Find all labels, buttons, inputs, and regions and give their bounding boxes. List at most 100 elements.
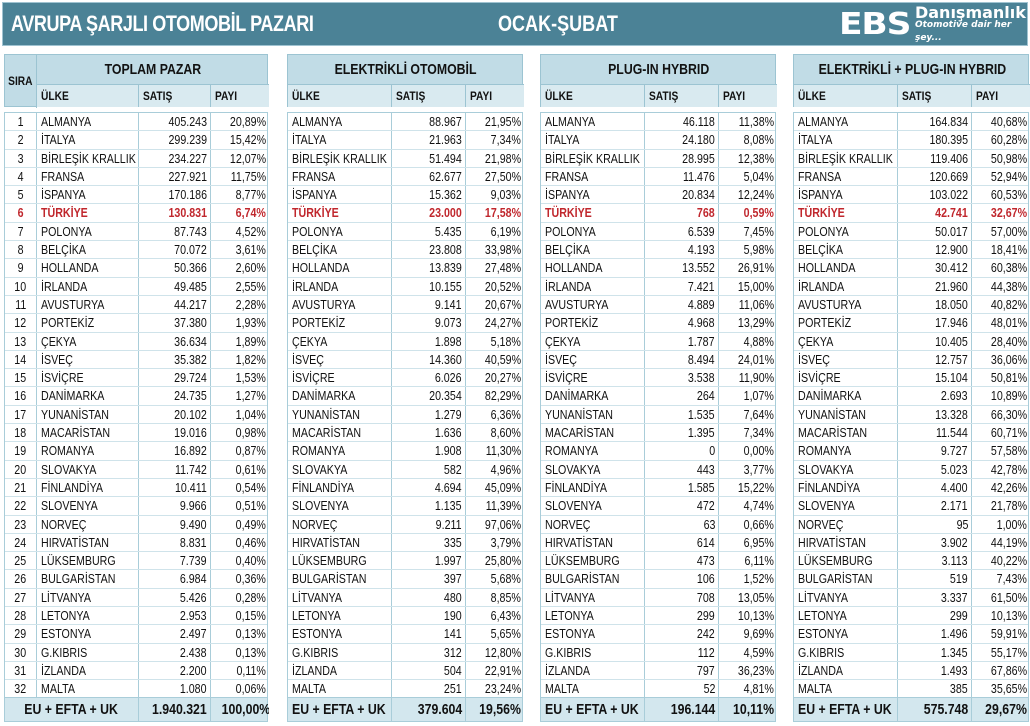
sales-value: 19.016 xyxy=(174,425,207,441)
table-row: 3 BİRLEŞİK KRALLIK 234.227 12,07% xyxy=(5,149,267,168)
sales-value: 106 xyxy=(697,571,715,587)
share-value: 36,23% xyxy=(737,662,774,678)
sales-cell: 15.104 xyxy=(898,369,972,387)
share-value: 40,59% xyxy=(484,351,521,367)
country-cell: NORVEÇ xyxy=(288,515,392,533)
country-value: ROMANYA xyxy=(41,443,95,459)
section-title: TOPLAM PAZAR xyxy=(37,55,269,85)
sales-cell: 264 xyxy=(645,387,719,405)
share-value: 0,87% xyxy=(235,443,266,459)
sales-value: 8.494 xyxy=(688,351,715,367)
share-value: 11,38% xyxy=(738,114,774,129)
country-value: HIRVATİSTAN xyxy=(41,534,109,550)
data-rows: ALMANYA 164.834 40,68% İTALYA 180.395 60,28% B… xyxy=(793,112,1029,700)
table-row: 13 ÇEKYA 36.634 1,89% xyxy=(5,332,267,351)
sales-cell: 21.963 xyxy=(392,131,466,149)
rank-value: 31 xyxy=(14,662,27,678)
share-value: 26,91% xyxy=(737,260,774,276)
share-value: 55,17% xyxy=(990,644,1027,660)
country-value: İSVEÇ xyxy=(798,351,830,367)
country-value: LÜKSEMBURG xyxy=(798,553,873,569)
rank-value: 6 xyxy=(17,205,24,221)
rank-cell: 24 xyxy=(5,533,37,552)
sales-cell: 1.585 xyxy=(645,478,719,497)
sales-value: 170.186 xyxy=(168,187,207,203)
country-cell: HIRVATİSTAN xyxy=(288,533,392,552)
country-value: İSPANYA xyxy=(41,187,86,203)
table-row: İSPANYA 15.362 9,03% xyxy=(288,186,522,205)
share-cell: 44,38% xyxy=(972,278,1030,295)
share-value: 5,65% xyxy=(490,626,521,642)
share-cell: 4,88% xyxy=(719,333,777,350)
column-header-country: ÜLKE xyxy=(794,85,898,107)
sales-value: 24.735 xyxy=(174,388,207,404)
country-cell: HOLLANDA xyxy=(288,259,392,277)
country-value: İSVEÇ xyxy=(292,351,324,367)
sales-cell: 10.411 xyxy=(139,478,211,497)
share-value: 2,60% xyxy=(235,260,266,276)
share-value: 40,82% xyxy=(990,296,1027,312)
share-value: 8,77% xyxy=(235,187,266,203)
country-value: İTALYA xyxy=(41,132,76,148)
table-row: ÇEKYA 1.787 4,88% xyxy=(541,332,777,351)
country-value: BELÇİKA xyxy=(545,242,591,258)
table-row: 21 FİNLANDİYA 10.411 0,54% xyxy=(5,478,267,498)
country-value: ROMANYA xyxy=(545,443,599,459)
period-label: OCAK-ŞUBAT xyxy=(498,11,618,36)
share-cell: 2,60% xyxy=(211,259,269,276)
rank-cell: 32 xyxy=(5,680,37,699)
logo-slogan: Otomotive dair her şey... xyxy=(914,19,1012,43)
share-cell: 1,00% xyxy=(972,516,1030,533)
rank-value: 4 xyxy=(17,168,24,184)
column-header-label: ÜLKE xyxy=(41,89,69,103)
share-cell: 22,91% xyxy=(466,662,524,679)
sales-value: 23.000 xyxy=(429,205,462,221)
share-cell: 33,98% xyxy=(466,241,524,258)
rank-cell: 21 xyxy=(5,478,37,497)
share-value: 12,24% xyxy=(737,187,774,203)
sales-cell: 8.831 xyxy=(139,533,211,552)
sales-value: 164.834 xyxy=(929,114,968,129)
share-value: 8,08% xyxy=(743,132,774,148)
share-value: 5,68% xyxy=(490,571,521,587)
sales-cell: 4.889 xyxy=(645,295,719,314)
share-value: 22,91% xyxy=(484,662,521,678)
country-cell: DANİMARKA xyxy=(541,387,645,405)
sales-cell: 473 xyxy=(645,552,719,570)
column-header-label: ÜLKE xyxy=(545,89,573,103)
country-cell: ESTONYA xyxy=(37,625,139,643)
country-value: İTALYA xyxy=(798,132,833,148)
rank-value: 27 xyxy=(14,589,27,605)
table-row: POLONYA 50.017 57,00% xyxy=(794,222,1028,242)
rank-value: 24 xyxy=(14,534,27,550)
section-title-label: ELEKTRİKLİ OTOMOBİL xyxy=(335,61,477,78)
sales-cell: 4.193 xyxy=(645,241,719,259)
table-row: SLOVAKYA 5.023 42,78% xyxy=(794,460,1028,479)
sales-value: 251 xyxy=(444,681,462,697)
country-cell: SLOVAKYA xyxy=(37,460,139,478)
share-value: 97,06% xyxy=(484,516,521,532)
rank-cell: 8 xyxy=(5,241,37,259)
share-cell: 7,45% xyxy=(719,223,777,240)
table-row: SLOVENYA 2.171 21,78% xyxy=(794,497,1028,516)
country-value: ÇEKYA xyxy=(292,333,328,349)
share-cell: 20,67% xyxy=(466,296,524,313)
rank-cell: 28 xyxy=(5,607,37,625)
share-cell: 4,96% xyxy=(466,461,524,478)
sales-value: 88.967 xyxy=(429,114,462,129)
share-value: 4,59% xyxy=(743,644,774,660)
country-cell: İSPANYA xyxy=(288,186,392,204)
sales-cell: 2.497 xyxy=(139,625,211,643)
country-cell: BİRLEŞİK KRALLIK xyxy=(37,149,139,167)
share-cell: 2,55% xyxy=(211,278,269,295)
sales-cell: 2.171 xyxy=(898,497,972,515)
sales-cell: 2.693 xyxy=(898,387,972,405)
share-value: 12,38% xyxy=(737,150,774,166)
country-value: PORTEKİZ xyxy=(545,315,599,331)
share-cell: 45,09% xyxy=(466,479,524,496)
sales-value: 29.724 xyxy=(174,370,207,386)
sales-cell: 5.023 xyxy=(898,460,972,478)
country-cell: YUNANİSTAN xyxy=(288,405,392,424)
sales-cell: 227.921 xyxy=(139,167,211,186)
sales-value: 3.337 xyxy=(941,589,968,605)
